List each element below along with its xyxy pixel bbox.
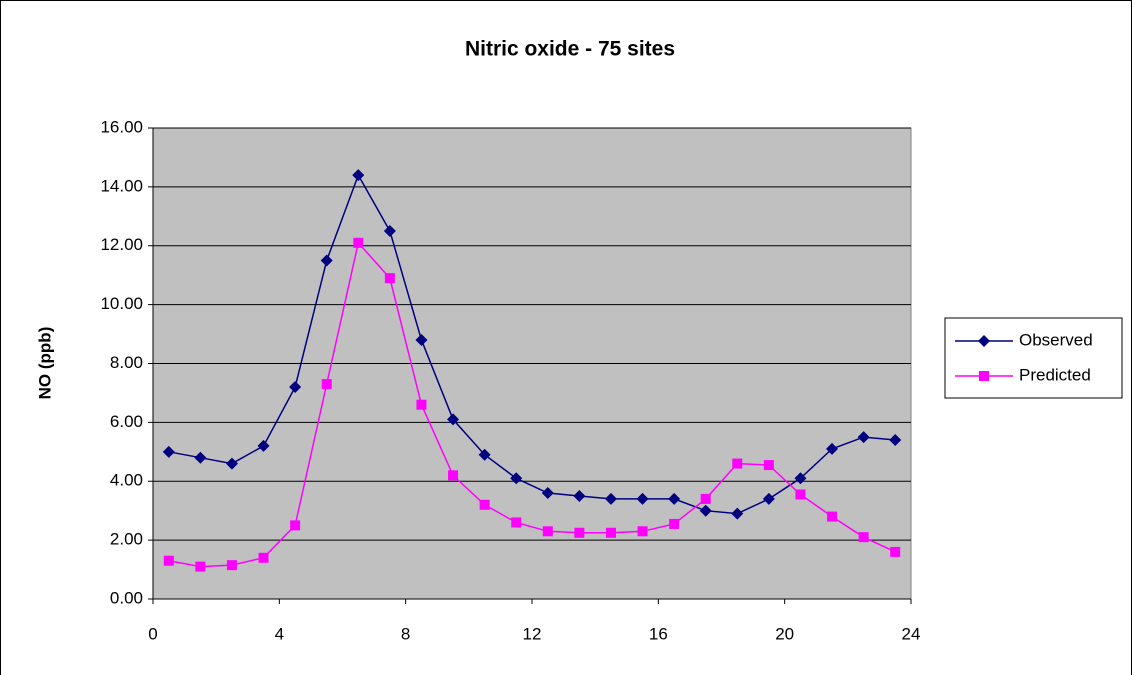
x-tick-label: 12 <box>523 624 542 643</box>
series-line <box>168 173 896 515</box>
data-point <box>448 470 459 481</box>
data-point <box>257 439 270 452</box>
data-point <box>890 546 901 557</box>
data-point <box>321 379 332 390</box>
y-tick-label: 14.00 <box>100 176 143 195</box>
y-tick-label: 12.00 <box>100 235 143 254</box>
data-point <box>668 492 681 505</box>
chart-title: Nitric oxide - 75 sites <box>465 38 675 61</box>
y-tick-label: 6.00 <box>110 412 143 431</box>
data-point <box>353 237 364 248</box>
data-point <box>732 458 743 469</box>
data-point <box>858 532 869 543</box>
data-point <box>225 457 238 470</box>
x-tick-label: 0 <box>148 624 157 643</box>
data-point <box>415 333 428 346</box>
data-point <box>826 442 839 455</box>
data-point <box>447 413 460 426</box>
legend-box <box>944 317 1123 399</box>
data-point <box>194 451 207 464</box>
data-point <box>669 518 680 529</box>
legend-marker <box>978 335 990 347</box>
x-tick-label: 16 <box>649 624 668 643</box>
x-tick-label: 20 <box>775 624 794 643</box>
data-point <box>383 225 396 238</box>
data-point <box>700 493 711 504</box>
data-point <box>479 499 490 510</box>
data-point <box>511 517 522 528</box>
data-point <box>510 472 523 485</box>
data-point <box>574 527 585 538</box>
data-point <box>795 489 806 500</box>
data-point <box>542 526 553 537</box>
data-point <box>573 489 586 502</box>
y-tick-label: 8.00 <box>110 353 143 372</box>
data-point <box>290 520 301 531</box>
y-tick-label: 0.00 <box>110 588 143 607</box>
data-point <box>762 492 775 505</box>
legend-label: Observed <box>1019 330 1093 349</box>
data-point <box>416 399 427 410</box>
data-point <box>289 381 302 394</box>
y-tick-label: 16.00 <box>100 117 143 136</box>
data-point <box>827 511 838 522</box>
data-point <box>794 472 807 485</box>
y-tick-label: 10.00 <box>100 294 143 313</box>
data-point <box>605 527 616 538</box>
data-point <box>637 526 648 537</box>
data-point <box>163 555 174 566</box>
data-point <box>320 254 333 267</box>
data-point <box>731 507 744 520</box>
data-point <box>384 273 395 284</box>
data-point <box>889 434 902 447</box>
data-point <box>258 552 269 563</box>
y-tick-label: 4.00 <box>110 471 143 490</box>
x-tick-label: 4 <box>275 624 284 643</box>
data-point <box>604 492 617 505</box>
data-point <box>162 445 175 458</box>
legend-marker <box>979 371 989 381</box>
data-point <box>699 504 712 517</box>
x-tick-label: 24 <box>902 624 921 643</box>
y-tick-label: 2.00 <box>110 530 143 549</box>
data-point <box>478 448 491 461</box>
data-point <box>541 487 554 500</box>
data-point <box>636 492 649 505</box>
x-tick-label: 8 <box>401 624 410 643</box>
data-point <box>226 560 237 571</box>
series-line <box>168 241 896 568</box>
y-axis-label: NO (ppb) <box>35 327 54 400</box>
data-point <box>352 169 365 182</box>
data-point <box>763 460 774 471</box>
data-point <box>195 561 206 572</box>
data-point <box>857 431 870 444</box>
legend-label: Predicted <box>1019 365 1091 384</box>
